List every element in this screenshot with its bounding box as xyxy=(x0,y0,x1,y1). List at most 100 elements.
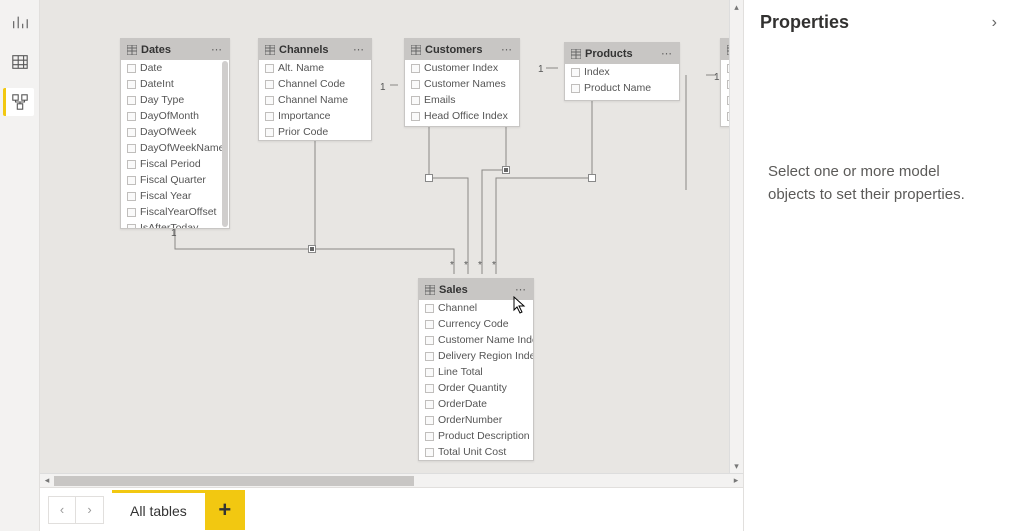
field-item[interactable]: OrderNumber xyxy=(419,412,533,428)
column-icon xyxy=(425,448,434,457)
left-nav-rail xyxy=(0,0,40,531)
model-view-button[interactable] xyxy=(3,88,34,116)
field-item[interactable]: OrderDate xyxy=(419,396,533,412)
table-header[interactable]: Sales⋯ xyxy=(419,279,533,300)
field-item[interactable]: Fiscal Period xyxy=(121,156,229,172)
field-item[interactable]: Channel xyxy=(419,300,533,316)
field-item[interactable]: Channel Code xyxy=(259,76,371,92)
field-label: DayOfMonth xyxy=(140,110,199,122)
scroll-up-icon[interactable]: ▴ xyxy=(730,0,743,14)
table-products[interactable]: Products⋯IndexProduct Name xyxy=(564,42,680,101)
data-view-button[interactable] xyxy=(6,48,34,76)
filter-direction-icon[interactable] xyxy=(308,245,316,253)
table-header[interactable]: Products⋯ xyxy=(565,43,679,64)
model-canvas-viewport[interactable]: 1****111 Dates⋯DateDateIntDay TypeDayOfM… xyxy=(40,0,743,473)
table-more-icon[interactable]: ⋯ xyxy=(211,43,223,56)
field-item[interactable]: Order Quantity xyxy=(419,380,533,396)
h-scroll-thumb[interactable] xyxy=(54,476,414,486)
filter-direction-icon[interactable] xyxy=(588,174,596,182)
field-item[interactable]: Day Type xyxy=(121,92,229,108)
field-item[interactable]: Fiscal Year xyxy=(121,188,229,204)
field-item[interactable]: Product Description Index xyxy=(419,428,533,444)
tab-all-tables[interactable]: All tables xyxy=(112,490,205,530)
table-dates[interactable]: Dates⋯DateDateInt Day Type DayOfMonth DayOf… xyxy=(120,38,230,229)
table-more-icon[interactable]: ⋯ xyxy=(353,43,365,56)
field-item[interactable]: Delivery Region Index xyxy=(419,348,533,364)
vertical-scrollbar[interactable]: ▴ ▾ xyxy=(729,0,743,473)
field-item[interactable]: IsAfterToday xyxy=(121,220,229,228)
field-item[interactable]: DayOfMonth xyxy=(121,108,229,124)
field-item[interactable]: Index xyxy=(565,64,679,80)
field-item[interactable]: DayOfWeek xyxy=(121,124,229,140)
table-sales[interactable]: Sales⋯ Channel Currency Code Customer Name … xyxy=(418,278,534,461)
field-label: Prior Code xyxy=(278,126,328,138)
table-name: Channels xyxy=(279,44,349,56)
table-more-icon[interactable]: ⋯ xyxy=(515,283,527,296)
field-label: Day Type xyxy=(140,94,184,106)
field-item[interactable]: FiscalYearOffset xyxy=(121,204,229,220)
column-icon xyxy=(425,416,434,425)
table-field-list: IndexProduct Name xyxy=(565,64,679,100)
field-item[interactable]: Prior Code xyxy=(259,124,371,140)
field-item[interactable]: Head Office Index xyxy=(405,108,519,124)
properties-panel: Properties › Select one or more model ob… xyxy=(743,0,1013,531)
table-icon xyxy=(425,285,435,295)
column-icon xyxy=(265,128,274,137)
table-field-list: Alt. Name Channel Code Channel Name Importa… xyxy=(259,60,371,140)
table-more-icon[interactable]: ⋯ xyxy=(661,47,673,60)
tab-prev-button[interactable]: ‹ xyxy=(48,496,76,524)
table-customers[interactable]: Customers⋯ Customer Index Customer NamesEm… xyxy=(404,38,520,127)
field-label: Customer Index xyxy=(424,62,498,74)
table-field-list: Customer Index Customer NamesEmailsHead O… xyxy=(405,60,519,126)
field-label: Customer Name Index xyxy=(438,334,533,346)
table-header[interactable]: Dates⋯ xyxy=(121,39,229,60)
field-item[interactable]: Customer Name Index xyxy=(419,332,533,348)
field-item[interactable]: Customer Index xyxy=(405,60,519,76)
column-icon xyxy=(425,384,434,393)
field-label: Total Unit Cost xyxy=(438,446,506,458)
field-item[interactable]: Currency Code xyxy=(419,316,533,332)
field-item[interactable]: Total Unit Cost xyxy=(419,444,533,460)
table-header[interactable]: Customers⋯ xyxy=(405,39,519,60)
report-view-button[interactable] xyxy=(6,8,34,36)
field-item[interactable]: Fiscal Quarter xyxy=(121,172,229,188)
scroll-right-icon[interactable]: ▸ xyxy=(729,475,743,486)
field-item[interactable]: Emails xyxy=(405,92,519,108)
plus-icon: + xyxy=(218,497,231,523)
column-icon xyxy=(411,64,420,73)
field-label: Currency Code xyxy=(438,318,509,330)
table-more-icon[interactable]: ⋯ xyxy=(501,43,513,56)
field-item[interactable]: Alt. Name xyxy=(259,60,371,76)
properties-title: Properties xyxy=(760,12,849,33)
filter-direction-icon[interactable] xyxy=(502,166,510,174)
column-icon xyxy=(127,224,136,229)
horizontal-scrollbar[interactable]: ◂ ▸ xyxy=(40,473,743,487)
field-label: Channel xyxy=(438,302,477,314)
field-label: OrderNumber xyxy=(438,414,502,426)
table-header[interactable]: Channels ⋯ xyxy=(259,39,371,60)
column-icon xyxy=(425,368,434,377)
column-icon xyxy=(127,112,136,121)
field-item[interactable]: Product Name xyxy=(565,80,679,96)
scroll-left-icon[interactable]: ◂ xyxy=(40,475,54,486)
table-icon xyxy=(11,53,29,71)
model-canvas[interactable]: 1****111 Dates⋯DateDateIntDay TypeDayOfM… xyxy=(40,0,743,460)
scroll-down-icon[interactable]: ▾ xyxy=(730,459,743,473)
field-item[interactable]: Channel Name xyxy=(259,92,371,108)
field-item[interactable]: DateInt xyxy=(121,76,229,92)
add-tab-button[interactable]: + xyxy=(205,490,245,530)
field-item[interactable]: Customer Names xyxy=(405,76,519,92)
field-item[interactable]: Importance xyxy=(259,108,371,124)
filter-direction-icon[interactable] xyxy=(425,174,433,182)
column-icon xyxy=(127,208,136,217)
bar-chart-icon xyxy=(11,13,29,31)
field-item[interactable]: Date xyxy=(121,60,229,76)
field-label: Channel Name xyxy=(278,94,348,106)
collapse-panel-icon[interactable]: › xyxy=(992,14,997,32)
field-item[interactable]: DayOfWeekName xyxy=(121,140,229,156)
field-item[interactable]: Line Total xyxy=(419,364,533,380)
field-label: Channel Code xyxy=(278,78,345,90)
table-channels[interactable]: Channels ⋯ Alt. Name Channel Code Channel Na… xyxy=(258,38,372,141)
tab-next-button[interactable]: › xyxy=(76,496,104,524)
table-scrollbar[interactable] xyxy=(222,61,228,227)
